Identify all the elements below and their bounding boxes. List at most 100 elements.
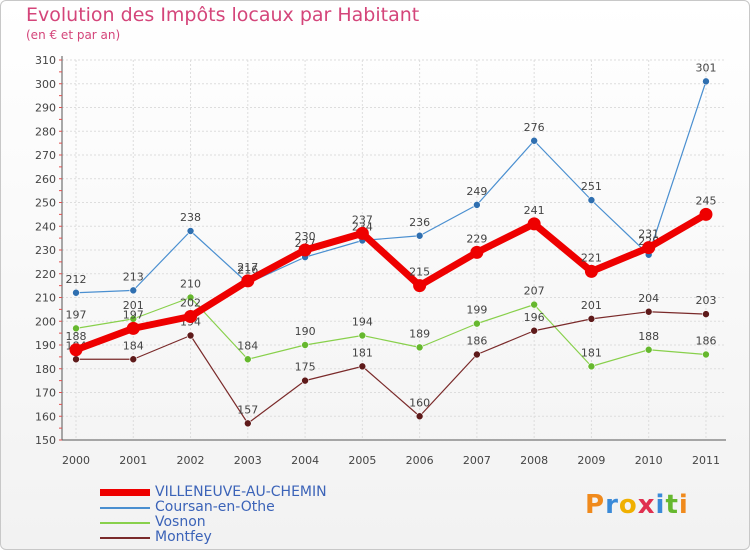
data-point-montfey: [72, 355, 80, 364]
data-point-montfey: [129, 355, 138, 364]
y-tick-label: 260: [35, 173, 56, 186]
legend-swatch-montfey: [100, 537, 150, 539]
x-tick-label: 2006: [406, 454, 434, 467]
data-point-montfey: [244, 419, 252, 428]
data-point-montfey: [415, 412, 424, 421]
legend-swatch-vosnon: [100, 522, 150, 524]
data-point-coursan-en-othe: [702, 77, 710, 86]
data-label-villeneuve-au-chemin: 202: [180, 297, 201, 310]
data-label-vosnon: 181: [581, 346, 602, 359]
y-tick-label: 210: [35, 292, 56, 305]
data-point-montfey: [358, 362, 367, 371]
data-point-vosnon: [530, 300, 538, 309]
data-point-montfey: [473, 350, 481, 359]
data-label-coursan-en-othe: 276: [524, 121, 545, 134]
series-line-montfey: [75, 311, 707, 424]
y-tick-label: 170: [35, 387, 56, 400]
data-label-villeneuve-au-chemin: 241: [524, 204, 545, 217]
series-line-vosnon: [75, 296, 707, 367]
chart-title: Evolution des Impôts locaux par Habitant: [26, 4, 420, 26]
data-label-montfey: 160: [409, 396, 430, 409]
data-point-villeneuve-au-chemin: [241, 274, 255, 288]
legend-label-coursan: Coursan-en-Othe: [155, 499, 275, 515]
data-point-villeneuve-au-chemin: [584, 264, 598, 278]
data-point-montfey: [587, 315, 596, 323]
data-label-villeneuve-au-chemin: 197: [123, 308, 144, 321]
data-point-villeneuve-au-chemin: [470, 245, 484, 259]
logo-letter: o: [618, 490, 638, 520]
data-label-montfey: 186: [466, 335, 487, 348]
y-tick-label: 150: [35, 434, 56, 447]
x-tick-label: 2003: [234, 454, 262, 467]
data-point-coursan-en-othe: [129, 286, 138, 295]
x-tick-label: 2011: [692, 454, 720, 467]
x-tick-label: 2009: [577, 454, 605, 467]
data-point-vosnon: [186, 293, 195, 302]
data-label-vosnon: 188: [638, 330, 659, 343]
y-tick-label: 270: [35, 149, 56, 162]
data-label-villeneuve-au-chemin: 237: [352, 213, 373, 226]
y-tick-label: 310: [35, 54, 56, 67]
data-label-vosnon: 194: [352, 316, 373, 329]
data-label-coursan-en-othe: 238: [180, 211, 201, 224]
logo-letter: P: [585, 490, 606, 520]
data-point-coursan-en-othe: [473, 201, 481, 209]
data-label-villeneuve-au-chemin: 215: [409, 266, 430, 279]
legend-label-montfey: Montfey: [155, 529, 212, 545]
data-label-vosnon: 199: [466, 304, 487, 317]
data-point-coursan-en-othe: [530, 136, 538, 145]
data-label-montfey: 181: [352, 346, 373, 359]
x-tick-label: 2004: [291, 454, 319, 467]
y-tick-label: 250: [35, 197, 56, 210]
data-label-montfey: 201: [581, 299, 602, 312]
y-tick-label: 200: [35, 315, 56, 328]
data-point-coursan-en-othe: [186, 227, 195, 235]
legend-swatch-villeneuve: [100, 489, 150, 496]
data-point-montfey: [702, 310, 710, 318]
data-point-villeneuve-au-chemin: [527, 217, 541, 231]
x-tick-label: 2002: [177, 454, 205, 467]
data-point-montfey: [530, 326, 538, 335]
legend-label-vosnon: Vosnon: [155, 514, 206, 530]
data-point-villeneuve-au-chemin: [642, 241, 656, 255]
y-tick-label: 300: [35, 78, 56, 91]
y-tick-label: 280: [35, 125, 56, 138]
data-label-vosnon: 189: [409, 327, 430, 340]
data-point-coursan-en-othe: [415, 231, 424, 240]
data-label-montfey: 203: [695, 294, 716, 307]
data-point-vosnon: [301, 341, 309, 349]
data-label-montfey: 184: [123, 339, 144, 352]
data-label-coursan-en-othe: 216: [237, 263, 258, 276]
y-tick-label: 220: [35, 268, 56, 281]
y-tick-label: 230: [35, 244, 56, 257]
data-label-villeneuve-au-chemin: 188: [66, 330, 87, 343]
data-point-villeneuve-au-chemin: [699, 207, 713, 221]
x-tick-label: 2001: [119, 454, 147, 467]
data-point-vosnon: [587, 362, 596, 371]
series-line-coursan-en-othe: [75, 80, 707, 294]
logo-letter: r: [605, 490, 619, 520]
data-point-coursan-en-othe: [587, 196, 596, 204]
data-label-villeneuve-au-chemin: 229: [466, 232, 487, 245]
x-tick-label: 2005: [348, 454, 376, 467]
data-label-vosnon: 207: [524, 285, 545, 298]
data-label-coursan-en-othe: 249: [466, 185, 487, 198]
data-label-villeneuve-au-chemin: 245: [695, 194, 716, 207]
data-point-montfey: [301, 376, 309, 385]
data-label-vosnon: 184: [237, 339, 258, 352]
data-label-coursan-en-othe: 213: [123, 270, 144, 283]
data-label-vosnon: 186: [695, 335, 716, 348]
data-label-villeneuve-au-chemin: 217: [237, 261, 258, 274]
legend-swatch-coursan: [100, 507, 150, 509]
data-label-montfey: 157: [237, 403, 258, 416]
data-point-villeneuve-au-chemin: [413, 279, 427, 293]
data-label-coursan-en-othe: 212: [66, 273, 87, 286]
data-point-vosnon: [702, 350, 710, 359]
proxiti-logo: Proxiti: [585, 490, 689, 520]
y-tick-label: 160: [35, 410, 56, 423]
x-tick-label: 2008: [520, 454, 548, 467]
data-point-vosnon: [244, 355, 252, 364]
data-label-villeneuve-au-chemin: 230: [295, 230, 316, 243]
